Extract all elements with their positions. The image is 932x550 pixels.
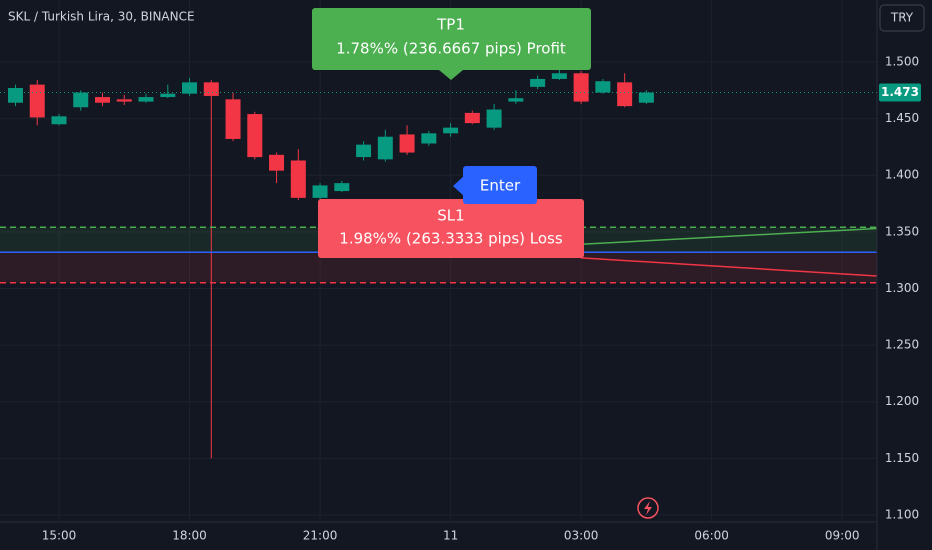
x-tick-label: 06:00	[694, 529, 729, 543]
candle-body	[73, 92, 89, 108]
last-price-label: 1.473	[881, 85, 919, 99]
candles	[7, 69, 654, 459]
candle-body	[116, 99, 132, 102]
candle-body	[399, 134, 415, 153]
candle-body	[638, 92, 654, 103]
candle-body	[486, 109, 502, 128]
candle-body	[182, 82, 198, 94]
alert-icon-ring	[637, 497, 659, 519]
alert-icon[interactable]	[637, 497, 659, 519]
y-tick-label: 1.300	[885, 281, 919, 295]
x-tick-label: 09:00	[825, 529, 860, 543]
alert-icon-bolt	[644, 501, 652, 515]
enter-box	[463, 166, 537, 204]
x-tick-label: 18:00	[172, 529, 207, 543]
candle-body	[203, 82, 219, 96]
candle-body	[290, 160, 306, 198]
y-tick-label: 1.150	[885, 451, 919, 465]
candle-body	[51, 116, 67, 125]
x-tick-label: 15:00	[42, 529, 77, 543]
candle-body	[551, 73, 567, 79]
candle-body	[269, 154, 285, 171]
candle-body	[356, 144, 372, 158]
enter-text: Enter	[480, 177, 521, 195]
y-tick-label: 1.450	[885, 111, 919, 125]
tp-text: 1.78%% (236.6667 pips) Profit	[336, 40, 566, 58]
currency-label: TRY	[890, 11, 914, 25]
enter-arrow	[453, 175, 465, 197]
grid	[0, 0, 877, 522]
candle-body	[29, 84, 45, 118]
candle-body	[7, 88, 23, 103]
y-tick-label: 1.350	[885, 224, 919, 238]
candle-body	[617, 82, 633, 107]
candle-body	[95, 97, 111, 103]
candle-body	[530, 78, 546, 87]
candle-body	[138, 97, 154, 102]
candle-body	[464, 112, 480, 124]
x-tick-label: 03:00	[564, 529, 599, 543]
x-tick-label: 11	[443, 529, 458, 543]
sl-label: SL1 1.98%% (263.3333 pips) Loss	[318, 199, 584, 258]
sl-title: SL1	[437, 207, 464, 225]
last-price-box	[879, 83, 921, 102]
trend-line	[581, 227, 878, 246]
candle-body	[573, 73, 589, 102]
trend-line	[581, 257, 878, 277]
candle-body	[595, 81, 611, 93]
y-tick-label: 1.200	[885, 394, 919, 408]
enter-label: Enter	[453, 166, 537, 204]
tp-label: TP1 1.78%% (236.6667 pips) Profit	[312, 8, 591, 80]
candle-body	[508, 98, 524, 102]
tp-box	[312, 8, 591, 70]
candle-body	[160, 93, 176, 98]
candle-body	[443, 127, 459, 134]
y-tick-label: 1.500	[885, 54, 919, 68]
y-tick-label: 1.400	[885, 168, 919, 182]
sl-text: 1.98%% (263.3333 pips) Loss	[339, 230, 563, 248]
candle-body	[334, 183, 350, 192]
tp-title: TP1	[436, 16, 465, 34]
candle-body	[225, 99, 241, 139]
candle-body	[247, 114, 263, 158]
tp-arrow	[439, 70, 463, 80]
chart-title: SKL / Turkish Lira, 30, BINANCE	[8, 10, 195, 24]
candle-body	[377, 136, 393, 160]
y-tick-label: 1.100	[885, 507, 919, 521]
candle-body	[312, 185, 328, 198]
sl-box	[318, 199, 584, 258]
y-tick-label: 1.250	[885, 338, 919, 352]
x-tick-label: 21:00	[303, 529, 338, 543]
currency-button[interactable]	[879, 4, 925, 32]
candle-body	[421, 133, 437, 144]
